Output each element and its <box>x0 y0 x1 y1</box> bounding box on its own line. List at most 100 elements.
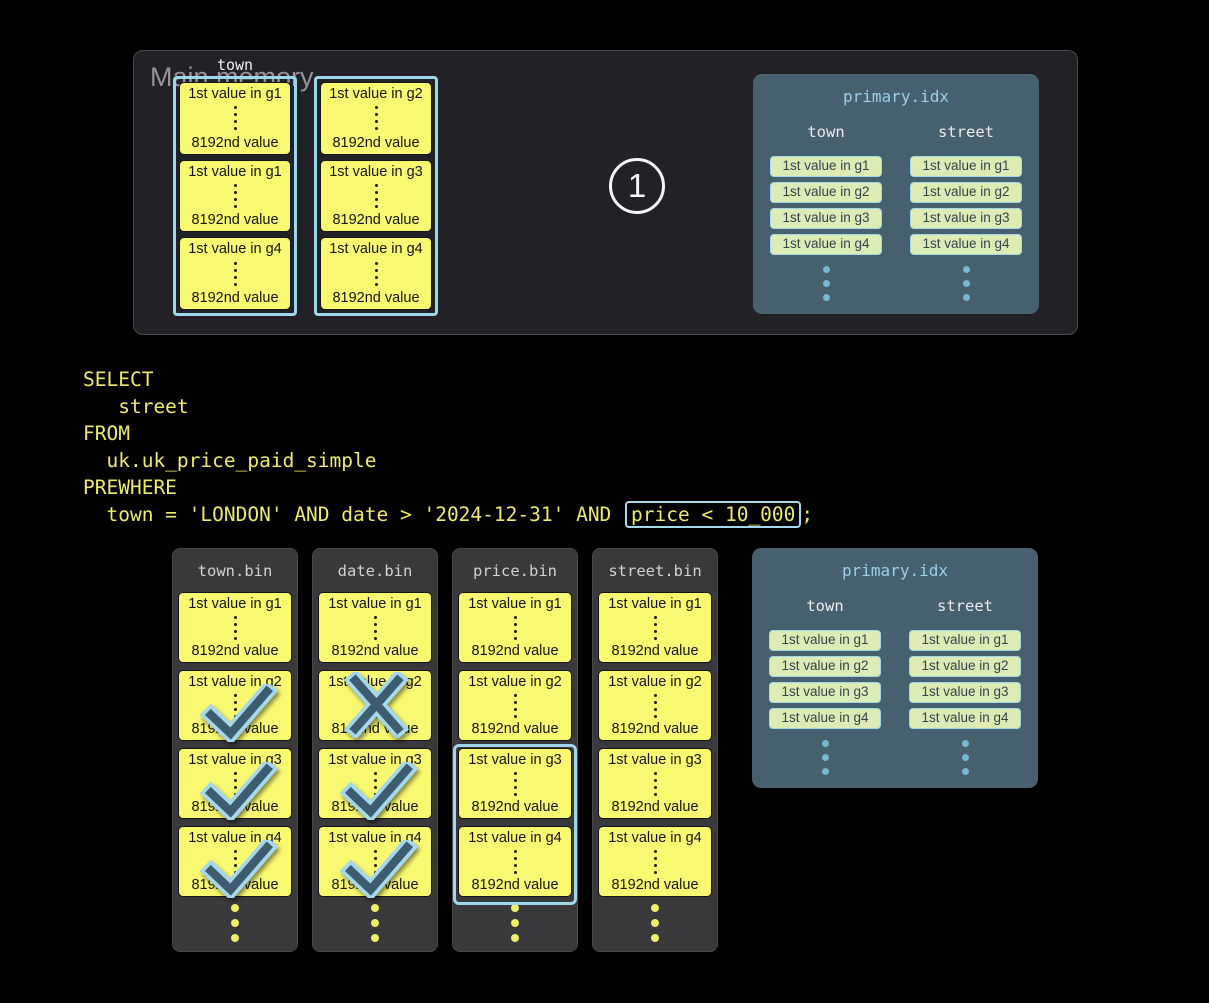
dot <box>653 707 657 711</box>
dot <box>373 870 377 874</box>
check-icon <box>199 762 279 820</box>
dot <box>373 863 377 867</box>
block-top-label: 1st value in g3 <box>188 752 282 768</box>
block-top-label: 1st value in g1 <box>188 163 282 180</box>
granule-block: 1st value in g2 8192nd value <box>178 670 292 742</box>
block-top-label: 1st value in g3 <box>608 752 702 768</box>
dot <box>233 275 237 279</box>
idx-column-header: town <box>806 597 844 615</box>
idx-entry-pill: 1st value in g2 <box>770 181 882 203</box>
bin-blocks: 1st value in g1 8192nd value 1st value in … <box>318 592 432 898</box>
dot <box>233 785 237 789</box>
dot <box>233 629 237 633</box>
dot <box>374 127 378 131</box>
dot <box>513 693 517 697</box>
dot <box>513 714 517 718</box>
block-top-label: 1st value in g2 <box>329 86 423 102</box>
dot <box>513 849 517 853</box>
cross-icon <box>343 672 409 738</box>
dot <box>233 184 237 187</box>
idx-title: primary.idx <box>843 87 949 106</box>
dot <box>513 629 517 633</box>
idx-title: primary.idx <box>842 561 948 580</box>
bin-column-panel-date-bin: date.bin 1st value in g1 8192nd value 1st v… <box>312 548 438 952</box>
granule-block: 1st value in g3 8192nd value <box>318 748 432 820</box>
vertical-ellipsis <box>653 771 657 796</box>
dot <box>374 184 378 187</box>
dot <box>373 629 377 633</box>
block-bottom-label: 8192nd value <box>611 721 699 737</box>
idx-entry-pill: 1st value in g2 <box>769 655 881 677</box>
dot <box>233 127 237 131</box>
dot <box>513 863 517 867</box>
bin-ellipsis-dots <box>173 904 297 942</box>
dot <box>651 904 659 912</box>
dot <box>513 792 517 796</box>
block-top-label: 1st value in g2 <box>608 674 702 690</box>
dot <box>653 785 657 789</box>
vertical-ellipsis <box>233 771 237 796</box>
vertical-ellipsis <box>653 849 657 874</box>
dot <box>233 113 237 117</box>
bin-ellipsis-dots <box>593 904 717 942</box>
bin-ellipsis-dots <box>453 904 577 942</box>
block-top-label: 1st value in g2 <box>188 674 282 690</box>
dot <box>511 919 519 927</box>
dot <box>513 622 517 626</box>
dot <box>233 870 237 874</box>
dot <box>513 870 517 874</box>
granule-block: 1st value in g3 8192nd value <box>458 748 572 819</box>
idx-entry-pill: 1st value in g2 <box>909 655 1021 677</box>
dot <box>511 904 519 912</box>
vertical-ellipsis <box>513 849 517 874</box>
idx-column-street: street 1st value in g1 1st value in g2 1st … <box>910 123 1022 301</box>
dot <box>653 615 657 619</box>
dot <box>374 268 378 272</box>
dot <box>373 856 377 860</box>
dot <box>653 792 657 796</box>
granule-block: 1st value in g3 8192nd value <box>178 748 292 820</box>
dot <box>822 266 830 273</box>
idx-entry-pill: 1st value in g4 <box>909 707 1021 729</box>
dot <box>233 863 237 867</box>
idx-columns: town 1st value in g1 1st value in g2 1st va… <box>753 123 1039 301</box>
vertical-ellipsis <box>374 184 378 208</box>
idx-ellipsis-dots <box>821 740 829 775</box>
granule-block: 1st value in g4 8192nd value <box>178 826 292 898</box>
dot <box>374 106 378 110</box>
block-bottom-label: 8192nd value <box>471 877 559 893</box>
bin-column-title: town.bin <box>197 562 273 580</box>
dot <box>233 792 237 796</box>
idx-column-header: street <box>938 123 994 141</box>
vertical-ellipsis <box>513 693 517 718</box>
vertical-ellipsis <box>233 849 237 874</box>
vertical-ellipsis <box>373 849 377 874</box>
block-bottom-label: 8192nd value <box>611 877 699 893</box>
granule-block: 1st value in g4 8192nd value <box>179 237 291 311</box>
block-bottom-label: 8192nd value <box>332 212 420 229</box>
dot <box>233 700 237 704</box>
dot <box>653 778 657 782</box>
block-bottom-label: 8192nd value <box>332 134 420 151</box>
block-top-label: 1st value in g4 <box>329 241 423 258</box>
dot <box>233 198 237 201</box>
dot <box>233 622 237 626</box>
dot <box>233 191 237 194</box>
idx-column-header: town <box>807 123 845 141</box>
dot <box>653 863 657 867</box>
sql-highlight-box: price < 10_000 <box>625 501 802 528</box>
block-bottom-label: 8192nd value <box>332 290 420 306</box>
block-bottom-label: 8192nd value <box>471 799 559 815</box>
dot <box>374 191 378 194</box>
idx-entry-pill: 1st value in g1 <box>910 155 1022 177</box>
block-top-label: 1st value in g4 <box>608 830 702 846</box>
granule-block: 1st value in g2 8192nd value <box>320 82 432 155</box>
check-icon <box>199 840 279 898</box>
dot <box>233 615 237 619</box>
dot <box>821 740 829 747</box>
dot <box>653 700 657 704</box>
idx-columns: town 1st value in g1 1st value in g2 1st va… <box>752 597 1038 775</box>
step-1-badge: 1 <box>609 158 665 214</box>
vertical-ellipsis <box>233 615 237 640</box>
dot <box>374 198 378 201</box>
